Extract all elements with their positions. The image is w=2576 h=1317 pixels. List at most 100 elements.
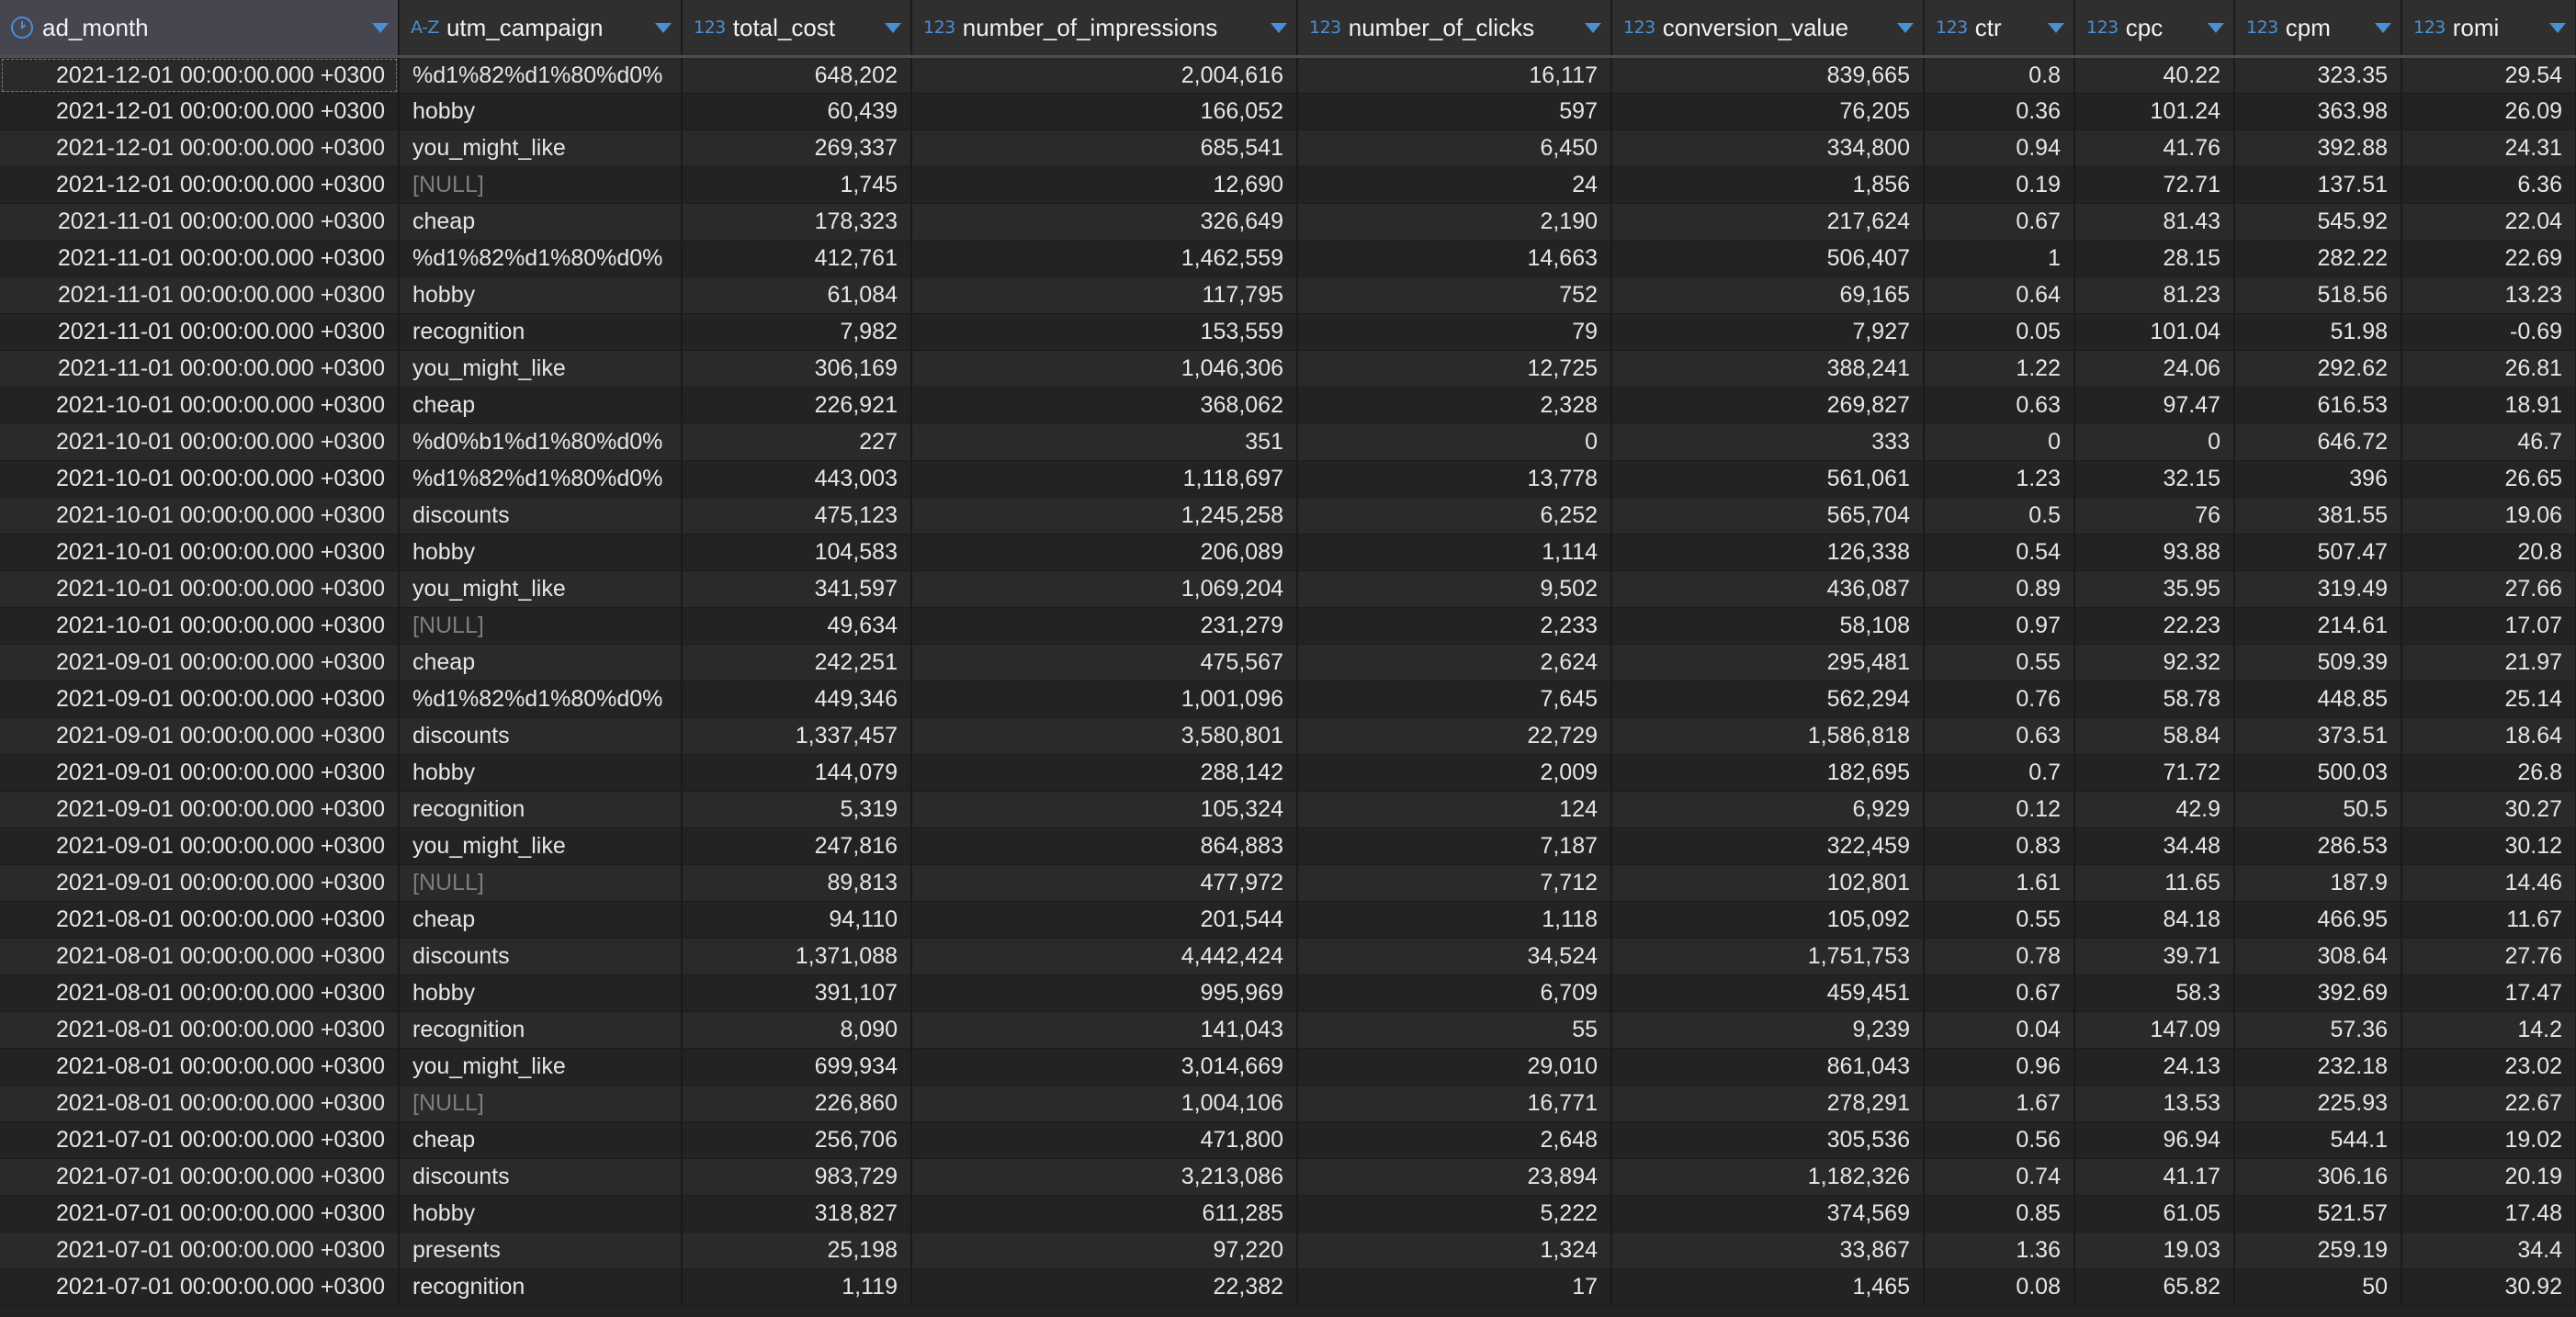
sort-dropdown-icon[interactable]	[655, 22, 672, 33]
cell-total-cost[interactable]: 1,119	[682, 1268, 912, 1306]
cell-romi[interactable]: 29.54	[2401, 56, 2576, 94]
table-row[interactable]: 2021-08-01 00:00:00.000 +0300 recognition…	[0, 1011, 2576, 1049]
cell-cpc[interactable]: 58.78	[2074, 681, 2235, 718]
cell-conversion-value[interactable]: 1,182,326	[1611, 1158, 1925, 1196]
cell-ctr[interactable]: 1.23	[1924, 460, 2075, 498]
table-row[interactable]: 2021-09-01 00:00:00.000 +0300 [NULL] 89,81…	[0, 864, 2576, 902]
cell-number-of-clicks[interactable]: 7,645	[1297, 681, 1612, 718]
cell-number-of-clicks[interactable]: 1,118	[1297, 901, 1612, 939]
table-row[interactable]: 2021-12-01 00:00:00.000 +0300 %d1%82%d1%8…	[0, 56, 2576, 94]
sort-dropdown-icon[interactable]	[1271, 22, 1287, 33]
cell-total-cost[interactable]: 8,090	[682, 1011, 912, 1049]
cell-utm-campaign[interactable]: discounts	[399, 717, 683, 755]
cell-number-of-impressions[interactable]: 685,541	[911, 129, 1298, 167]
table-row[interactable]: 2021-10-01 00:00:00.000 +0300 %d0%b1%d1%8…	[0, 423, 2576, 461]
cell-total-cost[interactable]: 412,761	[682, 240, 912, 277]
sort-dropdown-icon[interactable]	[885, 22, 901, 33]
cell-conversion-value[interactable]: 1,751,753	[1611, 938, 1925, 975]
cell-romi[interactable]: 17.48	[2401, 1195, 2576, 1233]
table-row[interactable]: 2021-11-01 00:00:00.000 +0300 recognition…	[0, 313, 2576, 351]
cell-number-of-impressions[interactable]: 22,382	[911, 1268, 1298, 1306]
table-row[interactable]: 2021-07-01 00:00:00.000 +0300 cheap 256,70…	[0, 1121, 2576, 1159]
cell-cpm[interactable]: 51.98	[2234, 313, 2402, 351]
cell-ad-month[interactable]: 2021-10-01 00:00:00.000 +0300	[0, 423, 400, 461]
cell-conversion-value[interactable]: 459,451	[1611, 974, 1925, 1012]
cell-total-cost[interactable]: 5,319	[682, 791, 912, 828]
cell-number-of-impressions[interactable]: 368,062	[911, 387, 1298, 424]
cell-total-cost[interactable]: 256,706	[682, 1121, 912, 1159]
cell-ad-month[interactable]: 2021-09-01 00:00:00.000 +0300	[0, 864, 400, 902]
cell-romi[interactable]: 46.7	[2401, 423, 2576, 461]
cell-romi[interactable]: 17.07	[2401, 607, 2576, 645]
cell-utm-campaign[interactable]: [NULL]	[399, 864, 683, 902]
cell-number-of-impressions[interactable]: 471,800	[911, 1121, 1298, 1159]
cell-conversion-value[interactable]: 69,165	[1611, 276, 1925, 314]
cell-cpc[interactable]: 42.9	[2074, 791, 2235, 828]
table-row[interactable]: 2021-10-01 00:00:00.000 +0300 [NULL] 49,63…	[0, 607, 2576, 645]
cell-number-of-impressions[interactable]: 4,442,424	[911, 938, 1298, 975]
cell-ad-month[interactable]: 2021-08-01 00:00:00.000 +0300	[0, 1011, 400, 1049]
cell-cpc[interactable]: 32.15	[2074, 460, 2235, 498]
table-row[interactable]: 2021-08-01 00:00:00.000 +0300 hobby 391,10…	[0, 974, 2576, 1012]
cell-romi[interactable]: 6.36	[2401, 166, 2576, 204]
cell-ad-month[interactable]: 2021-11-01 00:00:00.000 +0300	[0, 313, 400, 351]
cell-number-of-clicks[interactable]: 7,187	[1297, 827, 1612, 865]
cell-ad-month[interactable]: 2021-12-01 00:00:00.000 +0300	[0, 129, 400, 167]
sort-dropdown-icon[interactable]	[2048, 22, 2064, 33]
cell-utm-campaign[interactable]: %d1%82%d1%80%d0%	[399, 56, 683, 94]
cell-romi[interactable]: 20.8	[2401, 534, 2576, 571]
cell-romi[interactable]: 30.92	[2401, 1268, 2576, 1306]
cell-cpm[interactable]: 616.53	[2234, 387, 2402, 424]
cell-ctr[interactable]: 1.61	[1924, 864, 2075, 902]
cell-number-of-impressions[interactable]: 153,559	[911, 313, 1298, 351]
cell-utm-campaign[interactable]: cheap	[399, 901, 683, 939]
cell-ctr[interactable]: 0.12	[1924, 791, 2075, 828]
cell-utm-campaign[interactable]: hobby	[399, 276, 683, 314]
cell-number-of-impressions[interactable]: 141,043	[911, 1011, 1298, 1049]
cell-total-cost[interactable]: 449,346	[682, 681, 912, 718]
cell-ad-month[interactable]: 2021-07-01 00:00:00.000 +0300	[0, 1232, 400, 1269]
cell-conversion-value[interactable]: 562,294	[1611, 681, 1925, 718]
cell-cpm[interactable]: 507.47	[2234, 534, 2402, 571]
cell-cpm[interactable]: 214.61	[2234, 607, 2402, 645]
cell-cpm[interactable]: 187.9	[2234, 864, 2402, 902]
cell-total-cost[interactable]: 318,827	[682, 1195, 912, 1233]
cell-number-of-clicks[interactable]: 1,324	[1297, 1232, 1612, 1269]
cell-cpm[interactable]: 308.64	[2234, 938, 2402, 975]
cell-cpm[interactable]: 232.18	[2234, 1048, 2402, 1086]
table-row[interactable]: 2021-09-01 00:00:00.000 +0300 cheap 242,25…	[0, 644, 2576, 681]
cell-total-cost[interactable]: 341,597	[682, 570, 912, 608]
cell-ctr[interactable]: 0.05	[1924, 313, 2075, 351]
cell-romi[interactable]: 24.31	[2401, 129, 2576, 167]
cell-ad-month[interactable]: 2021-07-01 00:00:00.000 +0300	[0, 1268, 400, 1306]
cell-conversion-value[interactable]: 305,536	[1611, 1121, 1925, 1159]
cell-ad-month[interactable]: 2021-10-01 00:00:00.000 +0300	[0, 497, 400, 535]
cell-cpm[interactable]: 282.22	[2234, 240, 2402, 277]
cell-cpm[interactable]: 518.56	[2234, 276, 2402, 314]
cell-conversion-value[interactable]: 7,927	[1611, 313, 1925, 351]
cell-number-of-impressions[interactable]: 864,883	[911, 827, 1298, 865]
cell-cpc[interactable]: 24.06	[2074, 350, 2235, 388]
cell-cpm[interactable]: 225.93	[2234, 1085, 2402, 1122]
cell-utm-campaign[interactable]: [NULL]	[399, 166, 683, 204]
cell-cpm[interactable]: 57.36	[2234, 1011, 2402, 1049]
cell-cpm[interactable]: 646.72	[2234, 423, 2402, 461]
cell-utm-campaign[interactable]: recognition	[399, 1268, 683, 1306]
cell-ctr[interactable]: 0.83	[1924, 827, 2075, 865]
cell-conversion-value[interactable]: 105,092	[1611, 901, 1925, 939]
cell-number-of-clicks[interactable]: 1,114	[1297, 534, 1612, 571]
table-row[interactable]: 2021-10-01 00:00:00.000 +0300 %d1%82%d1%8…	[0, 460, 2576, 498]
table-row[interactable]: 2021-09-01 00:00:00.000 +0300 hobby 144,07…	[0, 754, 2576, 792]
cell-ad-month[interactable]: 2021-10-01 00:00:00.000 +0300	[0, 534, 400, 571]
table-row[interactable]: 2021-08-01 00:00:00.000 +0300 you_might_l…	[0, 1048, 2576, 1086]
cell-cpc[interactable]: 101.04	[2074, 313, 2235, 351]
cell-cpc[interactable]: 97.47	[2074, 387, 2235, 424]
cell-utm-campaign[interactable]: you_might_like	[399, 827, 683, 865]
cell-ad-month[interactable]: 2021-11-01 00:00:00.000 +0300	[0, 350, 400, 388]
cell-cpc[interactable]: 147.09	[2074, 1011, 2235, 1049]
cell-utm-campaign[interactable]: %d1%82%d1%80%d0%	[399, 240, 683, 277]
column-header-total-cost[interactable]: 123 total_cost	[682, 0, 912, 58]
cell-total-cost[interactable]: 648,202	[682, 56, 912, 94]
cell-number-of-clicks[interactable]: 16,117	[1297, 56, 1612, 94]
cell-cpc[interactable]: 34.48	[2074, 827, 2235, 865]
